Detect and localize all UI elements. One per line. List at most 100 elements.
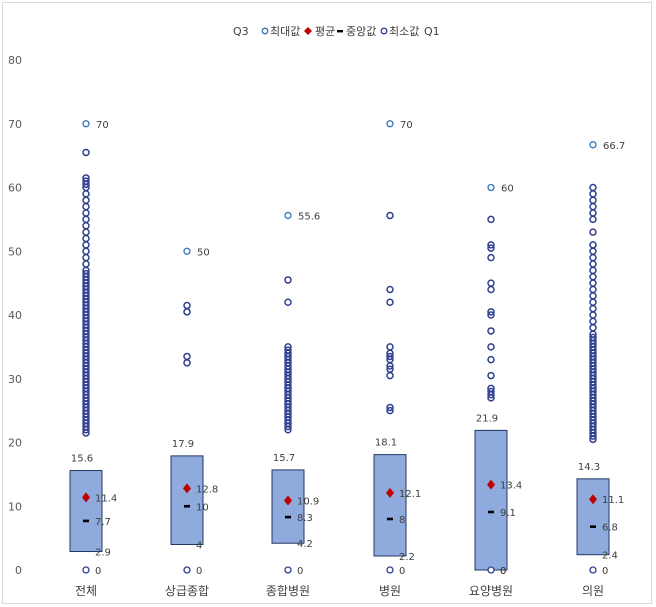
- outlier-point: [589, 190, 597, 198]
- outlier-point: [589, 209, 597, 217]
- outlier-point: [183, 301, 191, 310]
- min-label: 0: [399, 566, 405, 577]
- median-label: 6.8: [602, 523, 618, 534]
- outlier-point: [589, 247, 597, 255]
- outlier-point: [82, 190, 90, 198]
- outlier-point: [82, 234, 90, 243]
- y-tick-label: 40: [8, 309, 22, 322]
- x-category-label: 상급종합: [165, 584, 209, 598]
- median-marker: [488, 510, 494, 514]
- outlier-point: [386, 365, 394, 373]
- box-q1-q3: [373, 454, 407, 557]
- outlier-point: [82, 177, 90, 185]
- outlier-point: [82, 209, 90, 217]
- outlier-point: [487, 311, 495, 319]
- outlier-point: [487, 384, 495, 393]
- outlier-point: [386, 343, 394, 351]
- y-tick-label: 0: [15, 564, 22, 577]
- outlier-point: [589, 317, 597, 326]
- min-marker: [284, 566, 292, 574]
- mean-label: 12.8: [196, 484, 218, 495]
- outlier-point: [183, 352, 191, 361]
- outlier-point: [487, 355, 495, 364]
- mean-label: 11.4: [95, 493, 117, 504]
- outlier-point: [82, 202, 90, 211]
- outlier-point: [589, 324, 597, 332]
- max-marker: [487, 183, 495, 192]
- median-label: 8.3: [297, 513, 313, 524]
- outlier-point: [487, 241, 495, 249]
- outlier-point: [589, 202, 597, 211]
- min-label: 0: [297, 566, 303, 577]
- outlier-point: [589, 253, 597, 262]
- median-marker: [387, 517, 393, 521]
- min-label: 0: [196, 566, 202, 577]
- outlier-point: [82, 222, 90, 230]
- median-label: 9.1: [500, 508, 516, 519]
- mean-label: 12.1: [399, 489, 421, 500]
- y-tick-label: 70: [8, 118, 22, 131]
- outlier-point: [589, 279, 597, 287]
- q1-label: 4: [196, 541, 202, 552]
- x-category-label: 의원: [582, 584, 604, 598]
- legend-min-marker: [380, 27, 388, 35]
- outlier-point: [284, 276, 292, 284]
- max-marker: [284, 211, 292, 220]
- outlier-point: [589, 183, 597, 192]
- y-tick-label: 50: [8, 245, 22, 258]
- max-label: 70: [400, 120, 413, 131]
- outlier-point: [183, 308, 191, 316]
- mean-marker: [487, 479, 495, 490]
- max-marker: [589, 141, 597, 149]
- y-tick-label: 80: [8, 54, 22, 67]
- legend-q3: Q3: [233, 25, 249, 38]
- q3-label: 21.9: [476, 413, 498, 424]
- outlier-point: [82, 260, 90, 268]
- q1-label: 4.2: [297, 539, 313, 550]
- min-marker: [589, 566, 597, 574]
- q3-label: 14.3: [578, 462, 600, 473]
- outlier-point: [589, 304, 597, 313]
- outlier-point: [589, 228, 597, 236]
- box-q1-q3: [69, 470, 103, 553]
- outliers: [82, 148, 597, 444]
- max-label: 60: [501, 184, 514, 195]
- q1-label: 0: [500, 566, 506, 577]
- outlier-point: [284, 346, 292, 354]
- outlier-point: [589, 333, 597, 342]
- mean-marker: [183, 483, 191, 494]
- legend-max-marker: [261, 27, 269, 35]
- outlier-point: [386, 211, 394, 220]
- outlier-point: [487, 253, 495, 262]
- min-label: 0: [500, 566, 506, 577]
- outlier-point: [487, 279, 495, 287]
- max-label: 70: [96, 120, 109, 131]
- q3-label: 15.7: [273, 453, 295, 464]
- outlier-point: [183, 359, 191, 367]
- outlier-point: [82, 241, 90, 249]
- outlier-point: [82, 253, 90, 262]
- max-label: 66.7: [603, 141, 625, 152]
- x-category-label: 종합병원: [266, 584, 310, 598]
- outlier-point: [386, 352, 394, 361]
- median-marker: [184, 504, 190, 508]
- legend-min: 최소값: [389, 25, 419, 38]
- outlier-point: [82, 228, 90, 236]
- mean-label: 11.1: [602, 495, 624, 506]
- outlier-point: [487, 308, 495, 316]
- q3-label: 15.6: [71, 454, 93, 465]
- outlier-point: [487, 244, 495, 252]
- outlier-point: [386, 285, 394, 294]
- outlier-point: [386, 406, 394, 415]
- q1-label: 2.9: [95, 548, 111, 559]
- legend-mean-marker: [304, 27, 312, 35]
- outlier-point: [82, 247, 90, 255]
- legend-mean: 평균: [315, 25, 335, 38]
- y-tick-label: 30: [8, 373, 22, 386]
- max-label: 50: [197, 247, 210, 258]
- y-tick-label: 10: [8, 500, 22, 513]
- box-q1-q3: [576, 478, 610, 556]
- max-marker: [183, 247, 191, 255]
- legend-median-marker: [337, 30, 343, 33]
- median-label: 8: [399, 515, 405, 526]
